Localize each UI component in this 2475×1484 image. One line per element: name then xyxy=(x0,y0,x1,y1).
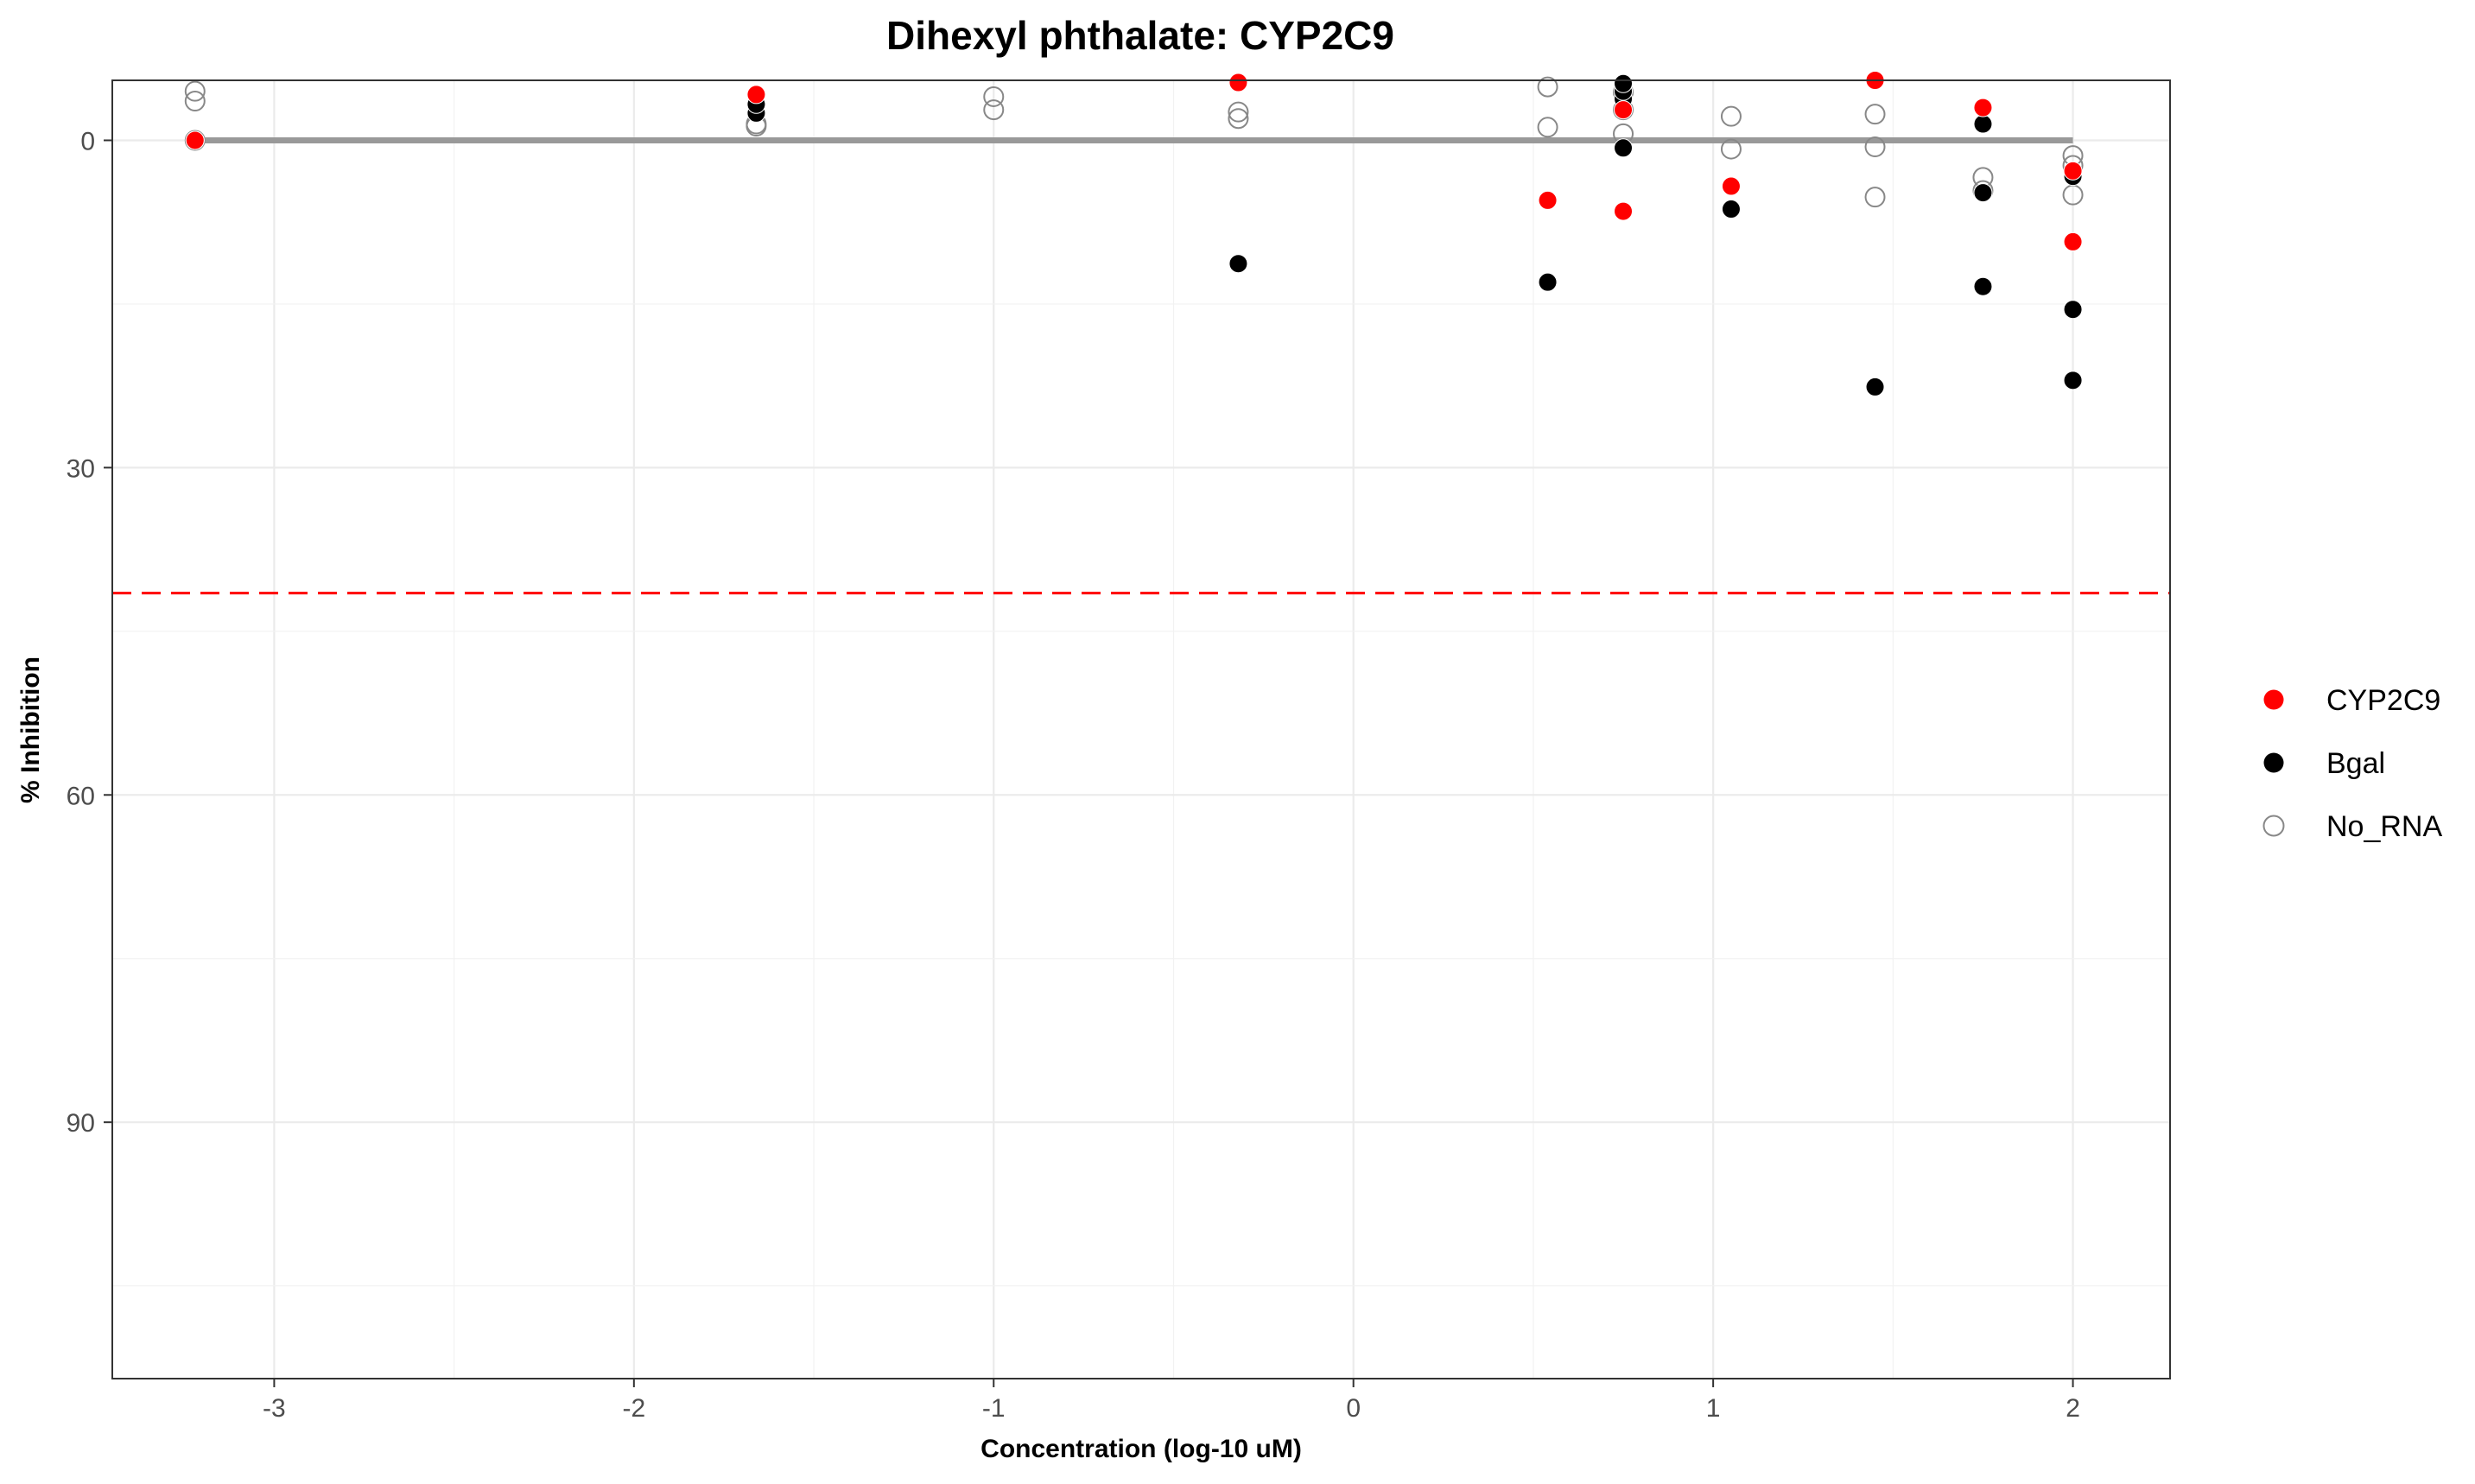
y-tick-label: 0 xyxy=(80,127,95,155)
x-axis-title: Concentration (log-10 uM) xyxy=(980,1435,1302,1463)
data-point xyxy=(1538,272,1558,292)
data-point xyxy=(983,86,1005,107)
x-tick-label: -1 xyxy=(982,1394,1006,1423)
legend-key xyxy=(2263,689,2284,710)
y-axis-title: % Inhibition xyxy=(16,656,45,803)
data-point xyxy=(1614,201,1634,221)
data-point xyxy=(184,90,206,111)
data-point xyxy=(2063,371,2083,390)
legend-key xyxy=(2263,752,2284,773)
axis-ticks: -3 -2 -1 0 1 2 0 30 60 90 xyxy=(67,127,2080,1423)
legend-label: Bgal xyxy=(2326,747,2385,780)
data-point xyxy=(185,130,205,150)
legend-label: No_RNA xyxy=(2326,810,2442,843)
reference-lines xyxy=(112,136,2170,595)
data-point xyxy=(2063,300,2083,320)
data-point xyxy=(1228,108,1249,130)
data-point xyxy=(1973,276,1993,296)
data-points xyxy=(184,71,2084,396)
data-point xyxy=(184,80,206,102)
legend-item-bgal: Bgal xyxy=(2263,747,2385,780)
data-point xyxy=(1538,190,1558,210)
data-point xyxy=(1228,101,1249,123)
data-point xyxy=(1973,114,1993,134)
data-point xyxy=(1864,187,1886,208)
plot-panel-border xyxy=(111,79,2171,1379)
x-tick-label: 1 xyxy=(1706,1394,1721,1423)
data-point xyxy=(983,99,1005,121)
x-tick-label: 2 xyxy=(2066,1394,2080,1423)
legend-key xyxy=(2262,815,2285,837)
x-tick-label: 0 xyxy=(1346,1394,1361,1423)
data-point xyxy=(1864,104,1886,125)
legend-label: CYP2C9 xyxy=(2326,684,2440,717)
y-tick-label: 90 xyxy=(67,1109,95,1138)
data-point xyxy=(1973,98,1993,117)
data-point xyxy=(1614,73,1634,93)
x-tick-label: -3 xyxy=(263,1394,286,1423)
x-tick-label: -2 xyxy=(622,1394,645,1423)
data-point xyxy=(1228,73,1248,92)
data-point xyxy=(1721,176,1741,196)
data-point xyxy=(2063,231,2083,251)
data-point xyxy=(1865,377,1885,396)
series-bgal xyxy=(185,71,2083,396)
data-point xyxy=(1864,136,1886,158)
data-point xyxy=(1614,138,1634,158)
data-point xyxy=(1537,117,1558,138)
series-cyp2c9 xyxy=(185,71,2083,251)
data-point xyxy=(1614,100,1634,120)
data-point xyxy=(2063,161,2083,181)
legend-item-no-rna: No_RNA xyxy=(2262,810,2442,843)
legend: CYP2C9 Bgal No_RNA xyxy=(2262,684,2442,843)
y-tick-label: 30 xyxy=(67,454,95,483)
data-point xyxy=(1537,76,1558,98)
data-point xyxy=(1228,254,1248,274)
legend-item-cyp2c9: CYP2C9 xyxy=(2263,684,2440,717)
chart-title: Dihexyl phthalate: CYP2C9 xyxy=(886,13,1394,58)
data-point xyxy=(1720,105,1742,127)
data-point xyxy=(1973,183,1993,203)
data-point xyxy=(746,85,766,105)
y-tick-label: 60 xyxy=(67,782,95,810)
data-point xyxy=(1721,200,1741,219)
data-point xyxy=(1720,138,1742,160)
